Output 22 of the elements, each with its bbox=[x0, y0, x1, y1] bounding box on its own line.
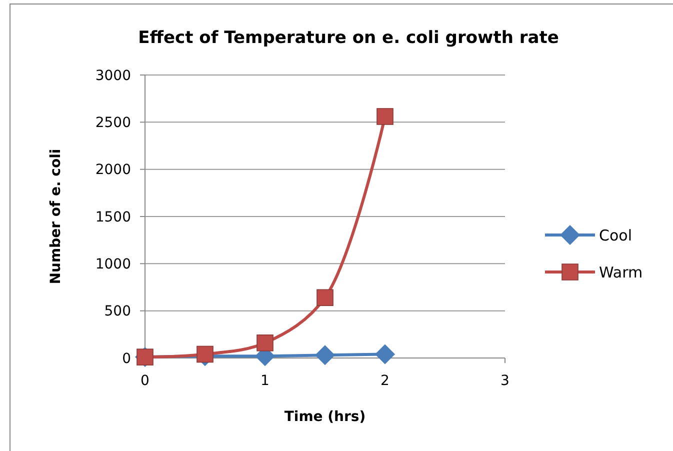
y-tick-label: 3000 bbox=[95, 68, 131, 84]
x-tick-label: 0 bbox=[140, 373, 150, 389]
legend-label: Warm bbox=[599, 263, 643, 282]
x-tick-label: 2 bbox=[380, 373, 390, 389]
point bbox=[376, 108, 394, 125]
y-tick-label: 2000 bbox=[95, 162, 131, 178]
chart-title: Effect of Temperature on e. coli growth rate bbox=[138, 28, 559, 48]
legend-label: Cool bbox=[599, 226, 632, 244]
y-axis-title: Number of e. coli bbox=[48, 148, 64, 284]
x-axis-title: Time (hrs) bbox=[284, 409, 366, 425]
y-tick-label: 1500 bbox=[95, 209, 131, 226]
point bbox=[196, 346, 214, 363]
y-tick-label: 2500 bbox=[95, 115, 131, 132]
point bbox=[256, 334, 274, 352]
point bbox=[316, 289, 334, 306]
y-tick-label: 0 bbox=[122, 350, 131, 367]
y-tick-label: 1000 bbox=[95, 256, 131, 273]
y-tick-label: 500 bbox=[104, 304, 131, 320]
point bbox=[375, 344, 395, 364]
x-tick-label: 1 bbox=[260, 373, 270, 389]
x-tick-label: 3 bbox=[500, 373, 510, 389]
point bbox=[315, 345, 335, 366]
